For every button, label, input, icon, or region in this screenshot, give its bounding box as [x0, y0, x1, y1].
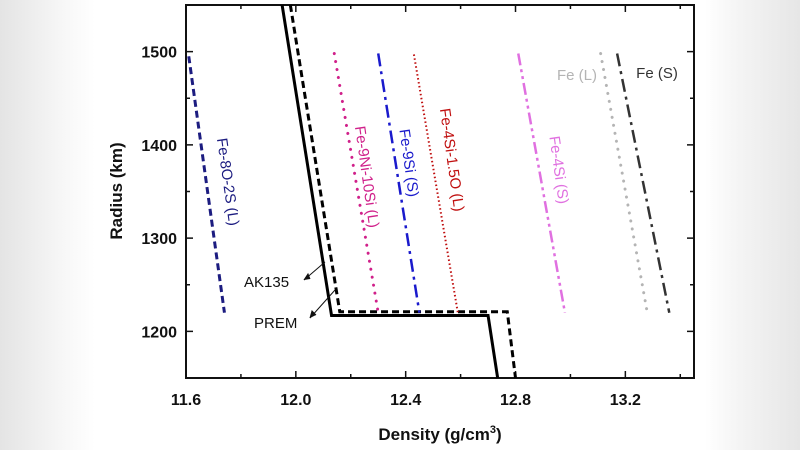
x-axis-title-text: Density (g/cm: [378, 425, 489, 444]
series-line-fe-s: [615, 53, 671, 313]
y-tick-label: 1300: [141, 231, 177, 248]
annotation-ak135: AK135: [244, 274, 289, 291]
series-line-ak135: [280, 4, 500, 379]
x-axis-title-sup: 3: [490, 424, 496, 436]
series-line-fe-9ni-10si-l: [332, 51, 380, 315]
x-tick-label: 12.4: [390, 392, 421, 409]
arrowhead-prem: [309, 310, 317, 319]
x-tick-label: 13.2: [610, 392, 641, 409]
arrowhead-ak135: [303, 272, 311, 281]
series-line-fe-8o-2s-l: [187, 56, 226, 313]
series-label-fe-l: Fe (L): [557, 67, 597, 84]
x-axis-title: Density (g/cm3): [378, 424, 501, 444]
x-tick-label: 11.6: [171, 392, 201, 409]
series-line-fe-9si-s: [376, 53, 421, 313]
series-line-prem: [288, 4, 518, 379]
x-axis-title-end: ): [496, 425, 502, 444]
y-axis-title: Radius (km): [107, 142, 126, 239]
x-tick-label: 12.0: [280, 392, 311, 409]
annotation-prem: PREM: [254, 315, 297, 332]
series-line-fe-l: [599, 51, 649, 315]
y-tick-label: 1200: [141, 324, 177, 341]
series-label-fe-s: Fe (S): [636, 65, 678, 82]
series-line-fe-4si-s: [517, 53, 567, 313]
x-tick-label: 12.8: [500, 392, 531, 409]
y-tick-label: 1500: [141, 45, 177, 62]
y-tick-label: 1400: [141, 138, 177, 155]
